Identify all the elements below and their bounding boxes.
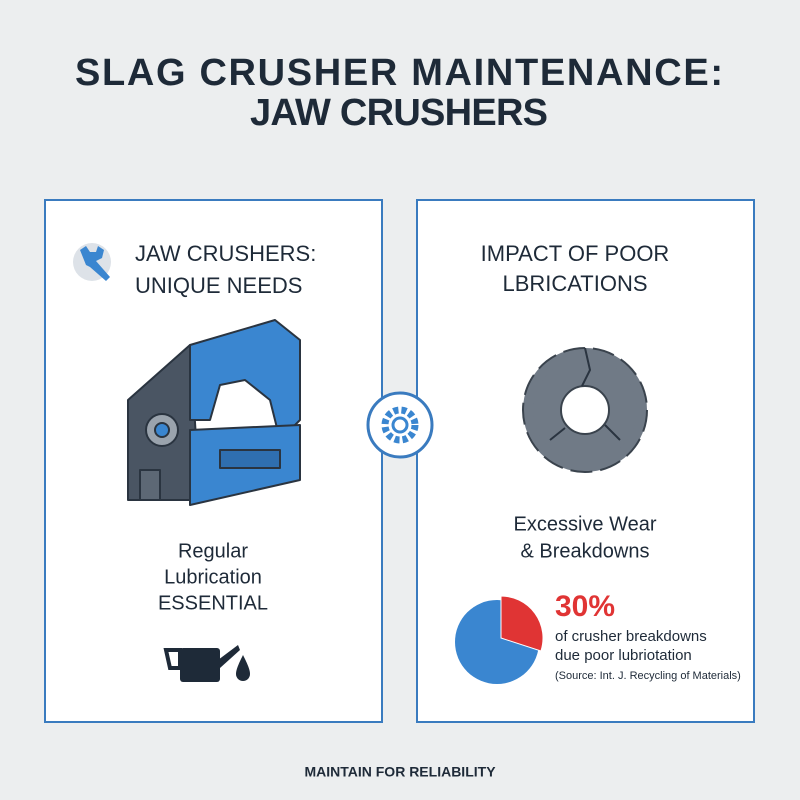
right-heading: IMPACT OF POOR: [481, 241, 670, 266]
crusher-illustration: [127, 319, 301, 506]
wrench-icon: [73, 243, 111, 281]
stat-text: of crusher breakdowns: [555, 628, 707, 645]
pie-slice: [500, 595, 544, 652]
right-caption: & Breakdowns: [521, 540, 650, 562]
title-line: JAW CRUSHERS: [250, 92, 550, 134]
center-gear: [366, 391, 434, 459]
stat-text: due poor lubriotation: [555, 647, 692, 664]
right-caption: Excessive Wear: [513, 513, 656, 535]
left-caption: ESSENTIAL: [158, 592, 268, 614]
stat-source: (Source: Int. J. Recycling of Materials): [555, 670, 741, 682]
left-caption: Lubrication: [164, 566, 262, 588]
left-heading: UNIQUE NEEDS: [135, 273, 302, 298]
title-line: SLAG CRUSHER MAINTENANCE:: [75, 52, 725, 94]
footer: MAINTAIN FOR RELIABILITY: [304, 764, 496, 780]
right-heading: LBRICATIONS: [502, 271, 647, 296]
broken-gear-icon: [522, 347, 648, 473]
left-heading: JAW CRUSHERS:: [135, 241, 316, 266]
left-caption: Regular: [178, 540, 248, 562]
stat-label: 30%: [555, 590, 615, 623]
oil-can-icon: [163, 645, 250, 682]
